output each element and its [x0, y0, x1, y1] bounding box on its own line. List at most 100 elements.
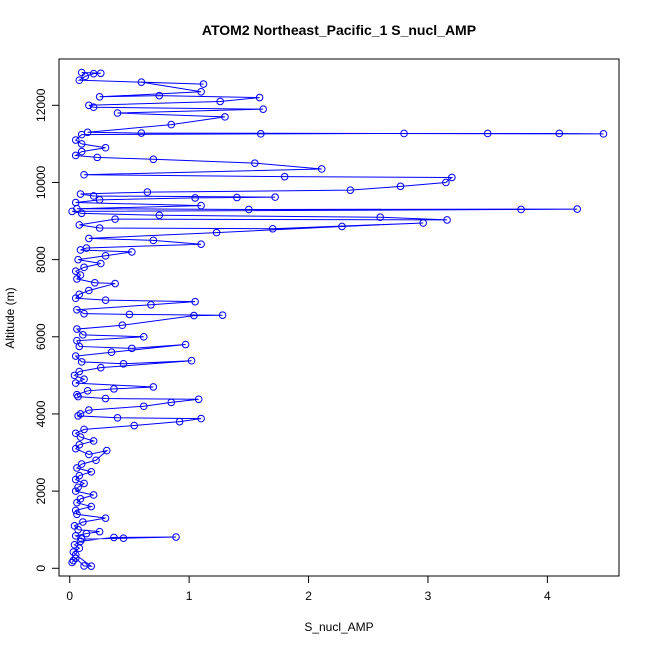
data-point: [77, 535, 86, 543]
data-point: [191, 194, 199, 202]
data-point: [89, 491, 98, 499]
data-point: [111, 215, 119, 223]
y-tick-label: 2000: [34, 477, 48, 504]
x-tick-label: 2: [305, 589, 312, 603]
data-point: [101, 296, 110, 304]
data-point: [69, 548, 78, 556]
data-point: [83, 128, 92, 137]
data-point: [73, 305, 81, 314]
data-point: [80, 425, 88, 434]
data-point: [71, 550, 80, 559]
data-point: [172, 533, 180, 541]
data-point: [118, 321, 127, 330]
data-point: [139, 332, 148, 341]
data-point: [71, 506, 80, 515]
data-point: [91, 278, 99, 287]
data-point: [255, 93, 264, 102]
y-axis-label: Altitude (m): [3, 287, 17, 348]
data-point: [96, 69, 105, 78]
data-point: [197, 201, 205, 210]
data-point: [74, 255, 82, 264]
y-axis: 0 2000 4000 6000 8000 10000 12000: [34, 88, 60, 572]
data-point: [101, 251, 110, 260]
data-point: [119, 360, 128, 368]
x-tick-label: 0: [66, 589, 73, 603]
data-point: [221, 113, 229, 121]
data-point: [80, 263, 88, 272]
data-point: [101, 514, 110, 522]
data-point: [76, 410, 85, 418]
x-tick-label: 3: [425, 589, 432, 603]
data-point: [113, 414, 122, 422]
data-point: [216, 97, 224, 106]
x-tick-label: 1: [186, 589, 193, 603]
data-point: [89, 437, 98, 445]
data-point: [85, 286, 93, 295]
data-point: [167, 120, 176, 129]
plot-frame: [58, 58, 620, 577]
data-point: [346, 186, 355, 194]
data-point: [101, 143, 110, 152]
data-point: [76, 495, 85, 503]
data-point: [400, 129, 408, 138]
data-point: [155, 91, 164, 100]
x-axis: 0 1 2 3 4: [66, 575, 551, 603]
y-tick-label: 4000: [34, 400, 48, 427]
data-point: [96, 363, 105, 372]
data-point: [70, 522, 79, 530]
data-point: [256, 130, 265, 138]
y-tick-label: 10000: [34, 165, 48, 199]
data-point: [77, 460, 86, 468]
data-point: [128, 344, 136, 353]
data-point: [71, 429, 80, 438]
data-point: [190, 311, 198, 320]
data-point: [442, 178, 450, 187]
data-point: [80, 309, 88, 318]
data-point: [125, 310, 134, 319]
data-point: [76, 190, 85, 198]
data-point: [143, 188, 152, 196]
data-point: [77, 358, 86, 366]
data-point: [113, 109, 122, 117]
data-point: [175, 417, 184, 426]
x-axis-label: S_nucl_AMP: [304, 620, 373, 634]
data-point: [483, 129, 492, 138]
data-point: [79, 331, 87, 339]
data-point: [139, 402, 148, 411]
data-point: [128, 248, 136, 256]
data-point: [96, 259, 105, 268]
data-point: [187, 356, 196, 365]
data-point: [212, 228, 221, 237]
data-point: [338, 222, 346, 231]
data-point: [197, 240, 205, 248]
data-point: [110, 385, 118, 393]
data-point: [396, 182, 405, 191]
data-point: [73, 325, 81, 333]
data-point: [194, 395, 203, 404]
data-point: [71, 267, 80, 276]
data-point: [71, 151, 80, 160]
data-point: [74, 483, 82, 492]
series-line: [71, 72, 604, 567]
y-tick-label: 12000: [34, 88, 48, 122]
data-point: [95, 196, 104, 204]
data-point: [82, 529, 91, 538]
data-point: [599, 130, 608, 138]
data-point: [443, 216, 451, 224]
data-point: [191, 297, 199, 306]
data-point: [92, 456, 100, 465]
data-point: [95, 93, 104, 101]
data-point: [149, 383, 158, 391]
data-point: [80, 562, 88, 570]
data-point: [80, 375, 88, 384]
data-point: [93, 153, 102, 162]
data-point: [199, 80, 208, 88]
data-point: [73, 336, 81, 345]
data-point: [85, 234, 93, 243]
data-point: [218, 311, 227, 319]
data-point: [71, 487, 80, 495]
data-point: [77, 68, 86, 77]
data-point: [268, 224, 277, 233]
data-point: [71, 136, 80, 144]
